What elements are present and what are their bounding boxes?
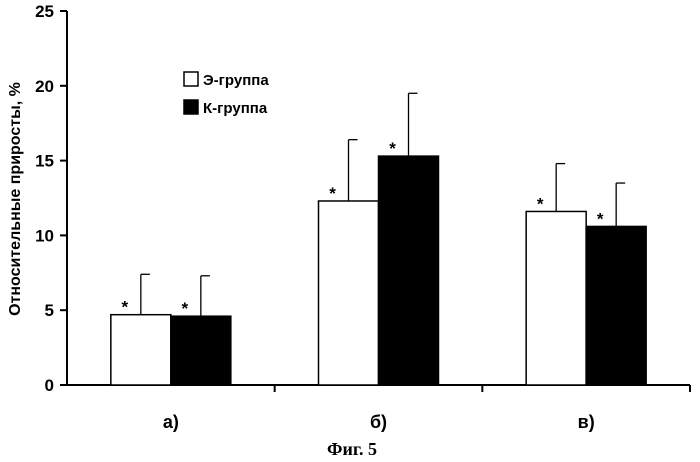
- bar: [526, 211, 586, 385]
- x-category-label: б): [370, 412, 387, 432]
- y-tick-label: 10: [35, 226, 54, 245]
- y-axis-label: Относительные приросты, %: [7, 82, 24, 316]
- significance-marker: *: [597, 209, 604, 228]
- bar: [586, 226, 646, 385]
- significance-marker: *: [182, 299, 189, 318]
- bars: * * * * * *: [111, 93, 646, 385]
- legend-swatch: [184, 72, 198, 86]
- x-category-label: в): [578, 412, 595, 432]
- significance-marker: *: [389, 139, 396, 158]
- significance-marker: *: [537, 194, 544, 213]
- y-axis: 0 5 10 15 20 25: [35, 2, 67, 395]
- y-tick-label: 5: [45, 301, 54, 320]
- bar: [171, 316, 231, 385]
- legend-label: К-группа: [203, 100, 268, 117]
- y-tick-label: 25: [35, 2, 54, 21]
- y-tick-label: 0: [45, 376, 54, 395]
- x-category-label: а): [163, 412, 179, 432]
- bar: [111, 315, 171, 385]
- legend: Э-группа К-группа: [184, 72, 269, 117]
- chart: 0 5 10 15 20 25 а) б) в) * * * * * * Э-группа К-групп…: [0, 0, 700, 462]
- figure-caption: Фиг. 5: [327, 439, 377, 459]
- legend-swatch: [184, 100, 198, 114]
- y-tick-label: 20: [35, 77, 54, 96]
- y-tick-label: 15: [35, 152, 54, 171]
- significance-marker: *: [122, 298, 129, 317]
- significance-marker: *: [329, 184, 336, 203]
- bar: [319, 201, 379, 385]
- x-axis: а) б) в): [67, 385, 690, 432]
- bar: [379, 156, 439, 385]
- legend-label: Э-группа: [203, 72, 269, 89]
